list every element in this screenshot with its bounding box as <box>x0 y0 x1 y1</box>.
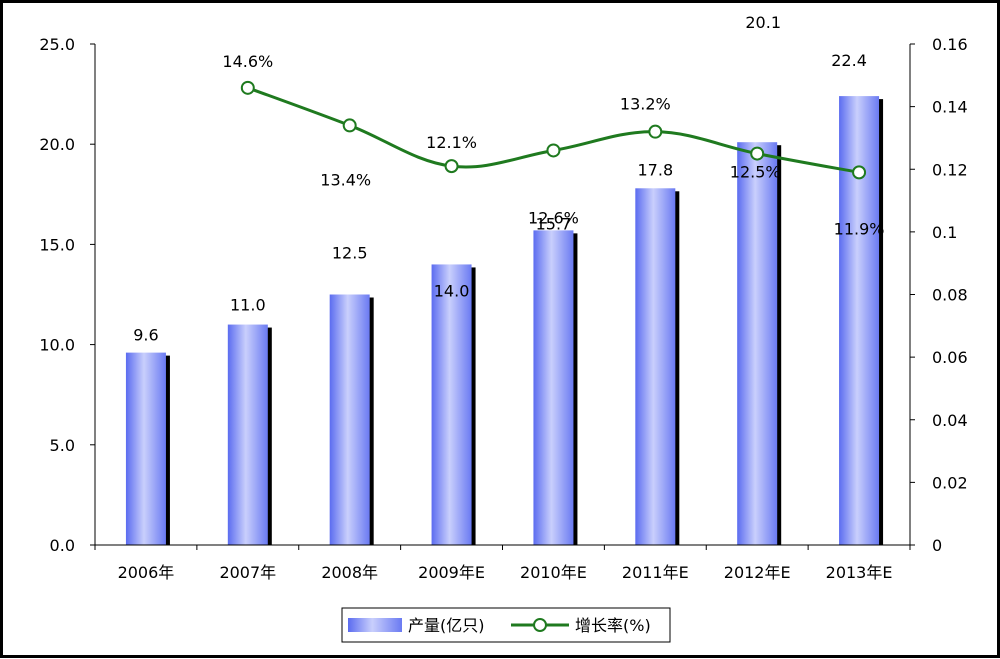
axes-layer: 0.0 5.0 10.0 15.0 20.0 25.0 0 0.02 0.04 0.06 0.08 0… <box>39 35 967 582</box>
line-data-label: 12.1% <box>426 133 477 152</box>
line-data-label: 12.5% <box>730 163 781 182</box>
line-data-label: 11.9% <box>834 219 885 238</box>
y-right-tick-label: 0.04 <box>932 411 968 430</box>
bars-layer <box>125 96 884 546</box>
y-right-tick-label: 0.16 <box>932 35 968 54</box>
bar <box>839 96 880 545</box>
bar <box>737 142 778 546</box>
line-data-label: 12.6% <box>528 208 579 227</box>
y-right-tick-label: 0.02 <box>932 473 968 492</box>
legend-line-marker <box>533 618 547 632</box>
y-left-tick-label: 15.0 <box>39 235 75 254</box>
y-left-tick-label: 5.0 <box>50 436 75 455</box>
growth-rate-point <box>342 118 357 133</box>
x-tick-label: 2012年E <box>724 563 791 582</box>
legend-bar-label: 产量(亿只) <box>408 616 485 635</box>
line-data-label: 13.4% <box>320 170 371 189</box>
x-tick-label: 2010年E <box>520 563 587 582</box>
bar <box>125 352 166 545</box>
bar-data-label: 11.0 <box>230 296 266 315</box>
y-left-tick-label: 25.0 <box>39 35 75 54</box>
growth-rate-point <box>444 159 459 174</box>
y-left-tick-label: 10.0 <box>39 336 75 355</box>
line-layer <box>240 80 867 180</box>
bar <box>227 324 268 545</box>
x-tick-label: 2013年E <box>826 563 893 582</box>
x-tick-label: 2009年E <box>418 563 485 582</box>
y-right-tick-label: 0.08 <box>932 286 968 305</box>
line-data-label: 13.2% <box>620 95 671 114</box>
y-right-tick-label: 0.06 <box>932 348 968 367</box>
x-tick-label: 2007年 <box>219 563 276 582</box>
growth-rate-point <box>648 124 663 139</box>
growth-rate-point <box>750 146 765 161</box>
x-tick-label: 2006年 <box>118 563 175 582</box>
y-right-tick-label: 0 <box>932 536 942 555</box>
bar-data-label: 15.7 <box>536 214 572 233</box>
x-tick-label: 2008年 <box>321 563 378 582</box>
bar-data-label: 22.4 <box>831 51 867 70</box>
growth-rate-point <box>240 80 255 95</box>
bar-data-label: 14.0 <box>434 281 470 300</box>
growth-rate-point <box>852 165 867 180</box>
y-left-tick-label: 0.0 <box>50 536 75 555</box>
growth-rate-point <box>546 143 561 158</box>
y-right-tick-label: 0.1 <box>932 223 957 242</box>
bar-data-label: 12.5 <box>332 244 368 263</box>
x-tick-label: 2011年E <box>622 563 689 582</box>
bar-data-label: 9.6 <box>133 326 158 345</box>
bar <box>533 230 574 545</box>
legend: 产量(亿只) 增长率(%) <box>341 607 671 643</box>
bar <box>635 188 676 545</box>
chart-canvas: 0.0 5.0 10.0 15.0 20.0 25.0 0 0.02 0.04 0.06 0.08 0… <box>39 13 968 643</box>
legend-bar-swatch <box>348 618 402 632</box>
legend-line-label: 增长率(%) <box>575 616 651 635</box>
labels-layer: 9.6 11.0 12.5 14.0 15.7 17.8 20.1 22.4 14.6% 13.4… <box>133 13 884 344</box>
bar <box>329 294 370 545</box>
bar <box>431 264 472 545</box>
line-data-label: 14.6% <box>222 52 273 71</box>
y-right-tick-label: 0.14 <box>932 98 968 117</box>
y-right-tick-label: 0.12 <box>932 160 968 179</box>
bar-data-label: 20.1 <box>745 13 781 32</box>
bar-data-label: 17.8 <box>638 160 674 179</box>
y-left-tick-label: 20.0 <box>39 135 75 154</box>
